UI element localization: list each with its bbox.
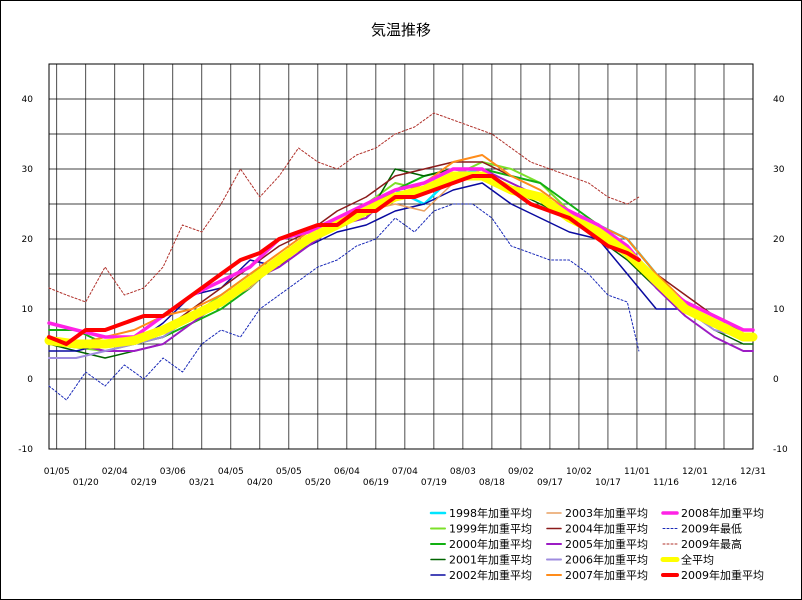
x-tick-label: 09/02: [508, 467, 534, 477]
y-tick-label-right: -10: [773, 445, 788, 455]
y-tick-label-left: 20: [22, 235, 34, 245]
x-tick-label: 02/04: [102, 467, 128, 477]
legend-label: 2007年加重平均: [565, 568, 648, 582]
legend-label: 全平均: [681, 553, 714, 567]
x-tick-label: 12/01: [682, 467, 708, 477]
series-lines: [44, 112, 758, 401]
x-tick-label: 09/17: [537, 478, 563, 488]
x-tick-label: 11/01: [624, 467, 650, 477]
series-line: [48, 112, 640, 303]
x-tick-label: 10/02: [566, 467, 592, 477]
series-line: [48, 203, 640, 401]
x-tick-label: 04/05: [218, 467, 244, 477]
legend-label: 2009年最低: [681, 522, 742, 536]
y-tick-label-left: 0: [27, 375, 33, 385]
legend-label: 2001年加重平均: [449, 553, 532, 567]
x-tick-label: 11/16: [653, 478, 679, 488]
chart-title: 気温推移: [371, 21, 431, 39]
x-tick-label: 10/17: [595, 478, 621, 488]
x-tick-label: 12/16: [711, 478, 737, 488]
y-tick-label-right: 30: [773, 165, 785, 175]
legend-label: 2009年加重平均: [681, 568, 764, 582]
x-tick-label: 12/31: [740, 467, 766, 477]
x-tick-label: 08/18: [479, 478, 505, 488]
y-tick-label-right: 40: [773, 95, 785, 105]
legend-label: 1998年加重平均: [449, 506, 532, 520]
y-axis-right: -10 0 10 20 30 40: [773, 95, 788, 455]
legend-label: 2005年加重平均: [565, 537, 648, 551]
y-tick-label-left: -10: [18, 445, 33, 455]
series-line: [47, 174, 641, 346]
x-tick-label: 04/20: [247, 478, 273, 488]
y-tick-label-right: 10: [773, 305, 785, 315]
x-tick-label: 05/05: [276, 467, 302, 477]
x-tick-label: 02/19: [131, 478, 157, 488]
legend-label: 2006年加重平均: [565, 553, 648, 567]
legend-label: 2008年加重平均: [681, 506, 764, 520]
legend-label: 2002年加重平均: [449, 568, 532, 582]
y-axis-left: -10 0 10 20 30 40: [18, 95, 33, 455]
series-line: [44, 171, 758, 349]
legend-label: 2003年加重平均: [565, 506, 648, 520]
legend-label: 1999年加重平均: [449, 522, 532, 536]
y-tick-label-left: 30: [22, 165, 34, 175]
x-tick-label: 03/06: [160, 467, 186, 477]
x-tick-label: 03/21: [189, 478, 215, 488]
legend-label: 2004年加重平均: [565, 522, 648, 536]
plot-area: [48, 63, 754, 450]
x-tick-label: 01/20: [73, 478, 99, 488]
y-tick-label-left: 40: [22, 95, 34, 105]
x-tick-label: 01/05: [44, 467, 70, 477]
y-tick-label-right: 20: [773, 235, 785, 245]
x-tick-label: 07/04: [392, 467, 418, 477]
legend-label: 2000年加重平均: [449, 537, 532, 551]
x-tick-label: 07/19: [421, 478, 447, 488]
y-tick-label-right: 0: [773, 375, 779, 385]
x-axis: 01/05 02/04 03/06 04/05 05/05 06/04 07/04 08/03…: [44, 467, 766, 488]
y-tick-label-left: 10: [22, 305, 34, 315]
grid: [49, 64, 753, 449]
x-tick-label: 06/04: [334, 467, 360, 477]
x-tick-label: 06/19: [363, 478, 389, 488]
legend-label: 2009年最高: [681, 537, 742, 551]
x-tick-label: 05/20: [305, 478, 331, 488]
x-tick-label: 08/03: [450, 467, 476, 477]
